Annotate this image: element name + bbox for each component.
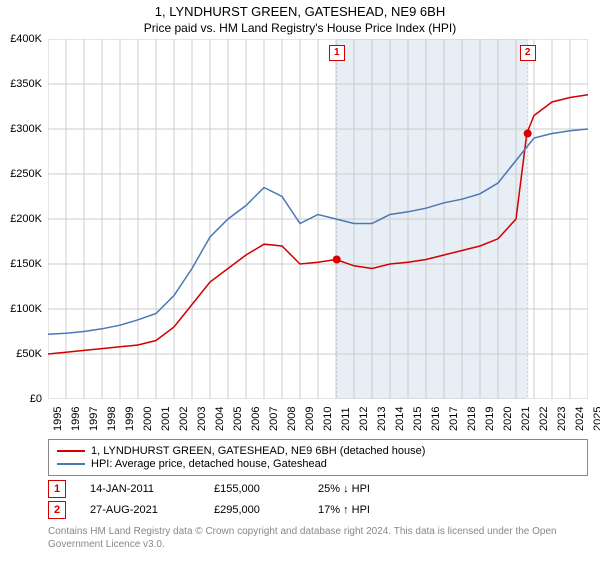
footnote: Contains HM Land Registry data © Crown c… [48, 525, 588, 551]
y-tick-label: £100K [10, 303, 42, 315]
x-tick-label: 1998 [106, 406, 118, 430]
x-tick-label: 2020 [502, 406, 514, 430]
chart-subtitle: Price paid vs. HM Land Registry's House … [0, 21, 600, 35]
x-tick-label: 2014 [394, 406, 406, 430]
sales-table: 1 14-JAN-2011 £155,000 25% ↓ HPI 2 27-AUG-202… [48, 480, 588, 519]
x-tick-label: 2012 [358, 406, 370, 430]
legend-label: HPI: Average price, detached house, Gate… [91, 458, 327, 470]
x-tick-label: 2010 [322, 406, 334, 430]
legend-row: 1, LYNDHURST GREEN, GATESHEAD, NE9 6BH (… [57, 445, 579, 457]
x-tick-label: 2018 [466, 406, 478, 430]
sale-dot-2 [524, 129, 532, 137]
x-tick-label: 2017 [448, 406, 460, 430]
sale-row: 2 27-AUG-2021 £295,000 17% ↑ HPI [48, 501, 588, 519]
x-tick-label: 1997 [88, 406, 100, 430]
x-tick-label: 2023 [556, 406, 568, 430]
x-tick-label: 1995 [52, 406, 64, 430]
sale-marker-2: 2 [48, 501, 66, 519]
x-tick-label: 2011 [340, 407, 352, 431]
y-tick-label: £0 [30, 393, 42, 405]
chart-title: 1, LYNDHURST GREEN, GATESHEAD, NE9 6BH [0, 4, 600, 21]
sale-dot-1 [333, 255, 341, 263]
y-tick-label: £300K [10, 123, 42, 135]
sale-date: 14-JAN-2011 [90, 483, 190, 495]
x-tick-label: 2005 [232, 406, 244, 430]
x-tick-label: 2007 [268, 406, 280, 430]
sale-marker-1: 1 [48, 480, 66, 498]
x-tick-label: 2009 [304, 406, 316, 430]
x-tick-label: 2000 [142, 406, 154, 430]
sale-date: 27-AUG-2021 [90, 504, 190, 516]
sale-row: 1 14-JAN-2011 £155,000 25% ↓ HPI [48, 480, 588, 498]
legend-swatch [57, 450, 85, 452]
sale-delta: 25% ↓ HPI [318, 483, 370, 495]
x-tick-label: 2016 [430, 406, 442, 430]
x-tick-label: 2022 [538, 406, 550, 430]
x-tick-label: 1996 [70, 406, 82, 430]
y-tick-label: £150K [10, 258, 42, 270]
chart-area: £0£50K£100K£150K£200K£250K£300K£350K£400… [48, 39, 588, 399]
sale-price: £155,000 [214, 483, 294, 495]
legend-label: 1, LYNDHURST GREEN, GATESHEAD, NE9 6BH (… [91, 445, 425, 457]
x-tick-label: 2004 [214, 406, 226, 430]
chart-container: 1, LYNDHURST GREEN, GATESHEAD, NE9 6BH P… [0, 4, 600, 564]
x-tick-label: 2008 [286, 406, 298, 430]
x-tick-label: 2015 [412, 406, 424, 430]
x-axis-labels: 1995 1996 1997 1998 1999 2000 2001 2002 2003 2004… [48, 399, 588, 435]
sale-delta: 17% ↑ HPI [318, 504, 370, 516]
sale-price: £295,000 [214, 504, 294, 516]
x-tick-label: 1999 [124, 406, 136, 430]
legend-swatch [57, 463, 85, 465]
x-tick-label: 2002 [178, 406, 190, 430]
x-tick-label: 2003 [196, 406, 208, 430]
y-tick-label: £350K [10, 78, 42, 90]
legend: 1, LYNDHURST GREEN, GATESHEAD, NE9 6BH (… [48, 439, 588, 476]
y-tick-label: £400K [10, 33, 42, 45]
x-tick-label: 2025 [592, 406, 600, 430]
y-tick-label: £200K [10, 213, 42, 225]
y-tick-label: £50K [16, 348, 42, 360]
chart-marker-1: 1 [329, 45, 345, 61]
legend-row: HPI: Average price, detached house, Gate… [57, 458, 579, 470]
x-tick-label: 2019 [484, 406, 496, 430]
x-tick-label: 2013 [376, 406, 388, 430]
x-tick-label: 2001 [160, 406, 172, 430]
y-tick-label: £250K [10, 168, 42, 180]
chart-svg [48, 39, 588, 399]
x-tick-label: 2021 [520, 406, 532, 430]
chart-marker-2: 2 [520, 45, 536, 61]
x-tick-label: 2024 [574, 406, 586, 430]
x-tick-label: 2006 [250, 406, 262, 430]
